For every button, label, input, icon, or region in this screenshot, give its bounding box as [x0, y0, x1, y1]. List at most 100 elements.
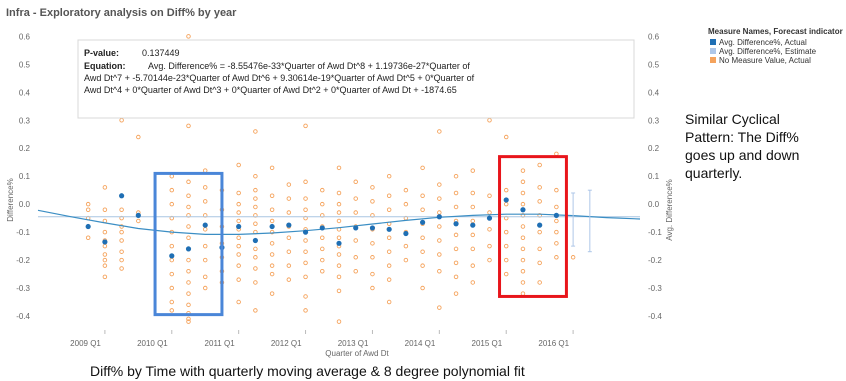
scatter-point — [169, 187, 175, 193]
side-note-line-4: quarterly. — [685, 165, 742, 181]
scatter-point — [303, 294, 308, 299]
y-tick-label: 0.2 — [19, 144, 31, 153]
scatter-point — [186, 319, 191, 324]
scatter-point — [186, 316, 191, 322]
plot-area — [37, 34, 641, 324]
legend-title: Measure Names, Forecast indicator — [708, 27, 843, 36]
scatter-point — [186, 204, 191, 210]
scatter-point — [353, 179, 358, 185]
scatter-point — [320, 257, 325, 263]
scatter-point — [186, 123, 191, 129]
scatter-point — [336, 274, 342, 280]
scatter-point — [169, 257, 175, 263]
scatter-point — [286, 210, 292, 215]
y-tick-label: 0.5 — [19, 60, 31, 69]
scatter-point — [437, 305, 442, 310]
scatter-point — [336, 165, 342, 171]
scatter-point — [503, 243, 509, 249]
scatter-point — [503, 271, 509, 277]
scatter-point — [520, 235, 526, 240]
scatter-point — [286, 235, 292, 240]
scatter-point — [303, 274, 308, 280]
scatter-point — [253, 266, 258, 271]
scatter-point — [554, 187, 559, 193]
x-axis-label: Quarter of Awd Dt — [325, 349, 389, 358]
scatter-point — [169, 285, 175, 291]
scatter-point — [437, 238, 442, 243]
scatter-point — [202, 257, 208, 263]
side-note-line-1: Similar Cyclical — [685, 111, 780, 127]
y2-tick-label: 0.2 — [648, 144, 660, 153]
scatter-point — [453, 246, 459, 252]
avg-actual-point — [286, 222, 292, 228]
scatter-point — [470, 246, 476, 252]
scatter-point — [286, 277, 292, 282]
avg-actual-point — [236, 223, 242, 230]
scatter-point — [253, 173, 258, 179]
avg-actual-point — [453, 221, 459, 227]
scatter-point — [320, 246, 325, 252]
scatter-point — [503, 201, 509, 207]
scatter-point — [102, 185, 108, 190]
y-tick-label: 0.3 — [19, 116, 31, 125]
legend-label-points: No Measure Value, Actual — [719, 56, 811, 65]
scatter-point — [403, 243, 409, 249]
scatter-point — [487, 243, 492, 249]
scatter-point — [353, 196, 358, 201]
scatter-point — [186, 280, 191, 285]
p-value: 0.137449 — [142, 48, 180, 58]
scatter-point — [336, 218, 342, 224]
scatter-point — [437, 224, 442, 229]
scatter-point — [186, 34, 191, 39]
scatter-point — [102, 207, 108, 213]
scatter-point — [370, 285, 375, 291]
scatter-point — [303, 123, 308, 129]
side-note-line-3: goes up and down — [685, 147, 799, 163]
scatter-point — [403, 201, 409, 207]
scatter-point — [386, 235, 392, 240]
x-axis: 2009 Q1 2010 Q1 2011 Q1 2012 Q1 2013 Q1 2014 … — [70, 330, 574, 358]
x-tick-label: 2010 Q1 — [137, 339, 168, 348]
scatter-point — [269, 271, 275, 277]
y-axis-label: Difference% — [6, 178, 15, 221]
scatter-point — [269, 291, 275, 296]
scatter-point — [320, 187, 325, 193]
scatter-point — [420, 193, 425, 199]
scatter-point — [437, 182, 442, 187]
side-note: Similar Cyclical Pattern: The Diff% goes… — [685, 111, 799, 181]
scatter-point — [453, 204, 459, 210]
scatter-point — [537, 246, 542, 252]
avg-actual-point — [102, 239, 108, 245]
scatter-point — [437, 210, 442, 215]
scatter-point — [386, 173, 392, 179]
equation-box — [77, 39, 635, 119]
scatter-point — [236, 252, 241, 257]
scatter-point — [336, 201, 342, 207]
scatter-point — [236, 277, 241, 282]
scatter-point — [453, 260, 459, 266]
avg-actual-point — [252, 237, 258, 244]
scatter-point — [537, 199, 542, 204]
scatter-point — [487, 118, 492, 123]
scatter-point — [186, 193, 191, 199]
scatter-point — [370, 255, 375, 260]
y2-tick-label: -0.4 — [648, 312, 662, 321]
scatter-point — [520, 168, 526, 173]
equation-label: Equation: — [84, 61, 126, 71]
y-tick-label: 0.1 — [19, 172, 31, 181]
scatter-point — [236, 162, 241, 168]
scatter-point — [336, 190, 342, 196]
x-tick-label: 2014 Q1 — [405, 339, 436, 348]
legend-swatch-estimate — [710, 48, 716, 54]
scatter-point — [269, 193, 275, 199]
avg-actual-point — [135, 212, 141, 218]
y2-axis-label: Avg. Difference% — [665, 179, 674, 241]
avg-actual-point — [119, 193, 125, 199]
x-tick-label: 2012 Q1 — [271, 339, 302, 348]
scatter-point — [520, 190, 526, 196]
side-note-line-2: Pattern: The Diff% — [685, 129, 799, 145]
scatter-point — [570, 255, 576, 260]
scatter-point — [186, 302, 191, 308]
scatter-point — [186, 269, 191, 274]
scatter-point — [119, 238, 124, 243]
